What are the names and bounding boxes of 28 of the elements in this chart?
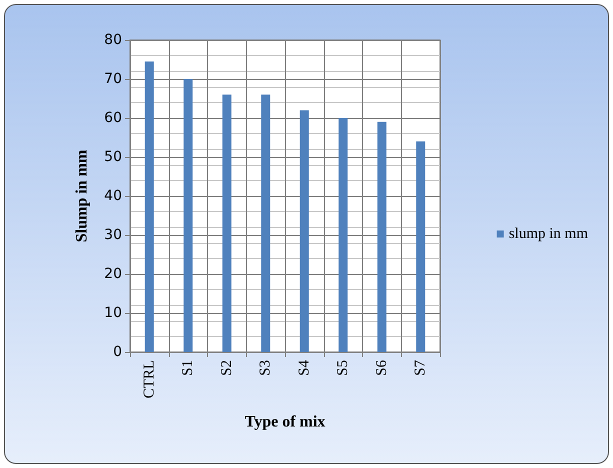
x-tick-label: S4: [296, 360, 312, 376]
y-tick-label: 30: [104, 227, 122, 243]
bar: [300, 110, 309, 352]
bar: [144, 61, 154, 352]
y-tick-label: 10: [104, 305, 122, 321]
x-tick-label: S7: [412, 360, 429, 376]
bar: [377, 122, 386, 352]
y-tick-label: 0: [113, 344, 122, 360]
x-tick-label: S2: [218, 360, 235, 376]
y-tick-label: 50: [104, 149, 122, 165]
x-tick-label: S5: [335, 360, 352, 376]
y-axis-title: Slump in mm: [74, 149, 90, 242]
y-tick-label: 20: [104, 266, 122, 282]
bar: [338, 118, 348, 352]
bar: [184, 79, 193, 352]
x-tick-label: S6: [374, 360, 390, 376]
y-tick-label: 80: [104, 32, 122, 48]
x-tick-label: S3: [258, 360, 274, 376]
bar: [261, 94, 270, 352]
bar: [416, 141, 426, 352]
bar: [222, 94, 232, 352]
x-axis-title: Type of mix: [244, 414, 326, 430]
legend-label: slump in mm: [508, 226, 588, 242]
y-tick-label: 40: [104, 188, 122, 204]
y-tick-label: 60: [104, 110, 122, 126]
x-tick-label: S1: [180, 360, 196, 376]
x-tick-label: CTRL: [141, 360, 158, 398]
y-tick-label: 70: [104, 71, 122, 87]
